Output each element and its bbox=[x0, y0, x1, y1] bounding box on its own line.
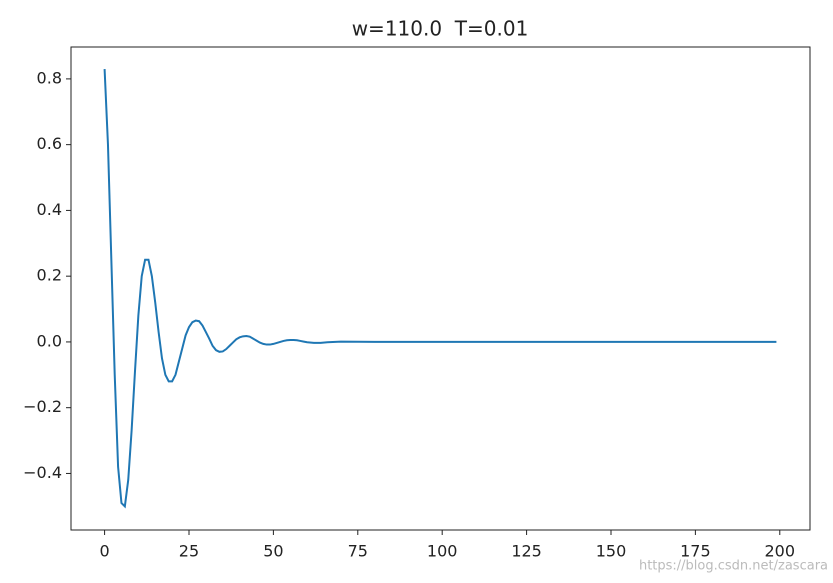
x-tick-label: 125 bbox=[511, 542, 542, 561]
x-tick-label: 75 bbox=[348, 542, 368, 561]
plot-frame bbox=[70, 46, 811, 531]
y-tick-label: 0.6 bbox=[37, 134, 62, 153]
data-line bbox=[103, 68, 777, 509]
watermark: https://blog.csdn.net/zascara bbox=[639, 559, 828, 574]
y-tick-label: −0.4 bbox=[23, 463, 62, 482]
y-tick-label: 0.4 bbox=[37, 200, 62, 219]
chart-title: w=110.0 T=0.01 bbox=[352, 17, 529, 41]
x-tick-label: 25 bbox=[179, 542, 199, 561]
x-tick-label: 175 bbox=[680, 542, 711, 561]
x-tick-label: 100 bbox=[427, 542, 458, 561]
x-tick-label: 150 bbox=[596, 542, 627, 561]
y-tick-label: −0.2 bbox=[23, 397, 62, 416]
x-tick-label: 0 bbox=[99, 542, 109, 561]
y-tick-label: 0.0 bbox=[37, 331, 62, 350]
x-tick-label: 200 bbox=[765, 542, 796, 561]
x-tick-label: 50 bbox=[263, 542, 283, 561]
y-tick-label: 0.8 bbox=[37, 68, 62, 87]
y-tick-label: 0.2 bbox=[37, 266, 62, 285]
